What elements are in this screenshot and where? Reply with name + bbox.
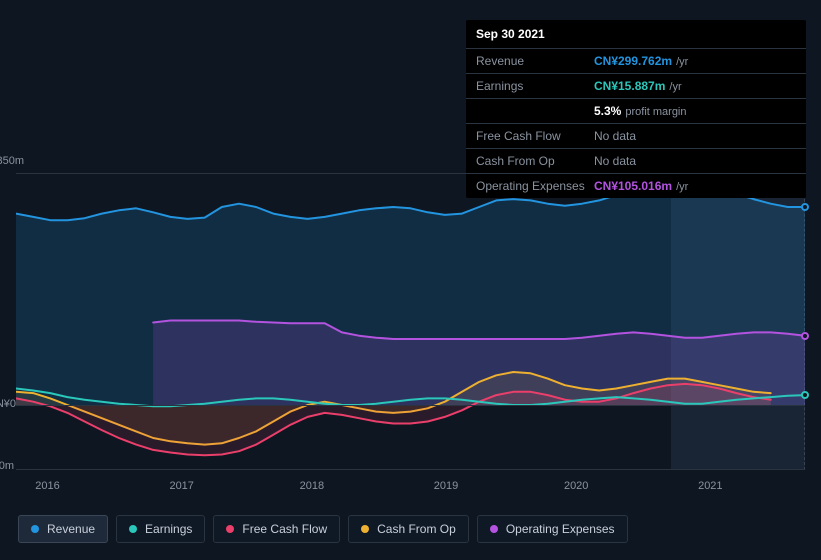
legend-item-earnings[interactable]: Earnings: [116, 515, 205, 543]
tooltip-row-value: CN¥15.887m/yr: [594, 79, 682, 93]
tooltip-row-label: Earnings: [476, 79, 594, 93]
legend-label: Free Cash Flow: [242, 522, 327, 536]
tooltip-rows: RevenueCN¥299.762m/yrEarningsCN¥15.887m/…: [466, 49, 806, 198]
legend-dot-icon: [226, 525, 234, 533]
chart-legend: Revenue Earnings Free Cash Flow Cash From O…: [18, 515, 628, 543]
y-axis-label-top: CN¥350m: [0, 155, 24, 167]
legend-label: Earnings: [145, 522, 192, 536]
tooltip-row: EarningsCN¥15.887m/yr: [466, 74, 806, 99]
series-end-dot: [801, 203, 809, 211]
legend-item-operating-expenses[interactable]: Operating Expenses: [477, 515, 628, 543]
y-axis-label-bottom: -CN¥100m: [0, 460, 14, 472]
tooltip-row-label: Free Cash Flow: [476, 129, 594, 143]
tooltip-row-label: Revenue: [476, 54, 594, 68]
legend-label: Revenue: [47, 522, 95, 536]
tooltip-row: RevenueCN¥299.762m/yr: [466, 49, 806, 74]
x-axis-tick: 2016: [35, 480, 59, 492]
tooltip-row-value: CN¥105.016m/yr: [594, 179, 688, 193]
tooltip-date: Sep 30 2021: [466, 20, 806, 49]
legend-label: Cash From Op: [377, 522, 456, 536]
tooltip-row-label: Cash From Op: [476, 154, 594, 168]
x-axis-tick: 2019: [434, 480, 458, 492]
legend-dot-icon: [361, 525, 369, 533]
x-axis-tick: 2017: [169, 480, 193, 492]
tooltip-row: Free Cash FlowNo data: [466, 124, 806, 149]
tooltip-row-value: No data: [594, 154, 636, 168]
x-axis-tick: 2020: [564, 480, 588, 492]
tooltip-row: Cash From OpNo data: [466, 149, 806, 174]
legend-item-revenue[interactable]: Revenue: [18, 515, 108, 543]
y-axis-label-zero: CN¥0: [0, 398, 16, 410]
legend-item-free-cash-flow[interactable]: Free Cash Flow: [213, 515, 340, 543]
chart-plot[interactable]: CN¥0 -CN¥100m: [16, 173, 805, 470]
legend-item-cash-from-op[interactable]: Cash From Op: [348, 515, 469, 543]
series-end-dot: [801, 391, 809, 399]
x-axis-tick: 2018: [300, 480, 324, 492]
x-axis: 2016 2017 2018 2019 2020 2021: [16, 480, 805, 496]
chart-svg: [16, 174, 805, 471]
chart-area: CN¥350m CN¥0 -CN¥100m: [16, 155, 805, 470]
legend-dot-icon: [490, 525, 498, 533]
tooltip-row-value: No data: [594, 129, 636, 143]
tooltip-row-sub: 5.3%profit margin: [466, 99, 806, 124]
tooltip-row-label: Operating Expenses: [476, 179, 594, 193]
tooltip-row-value: CN¥299.762m/yr: [594, 54, 688, 68]
legend-dot-icon: [31, 525, 39, 533]
tooltip-row: Operating ExpensesCN¥105.016m/yr: [466, 174, 806, 198]
legend-dot-icon: [129, 525, 137, 533]
series-end-dot: [801, 332, 809, 340]
zero-gridline: [16, 405, 805, 406]
x-axis-tick: 2021: [698, 480, 722, 492]
data-tooltip: Sep 30 2021 RevenueCN¥299.762m/yrEarning…: [466, 20, 806, 198]
bottom-gridline: [16, 469, 805, 470]
legend-label: Operating Expenses: [506, 522, 615, 536]
